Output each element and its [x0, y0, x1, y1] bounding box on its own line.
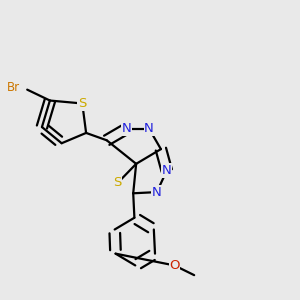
Text: S: S [113, 176, 122, 190]
Text: O: O [169, 259, 180, 272]
Text: S: S [78, 97, 86, 110]
Text: N: N [162, 164, 172, 177]
Text: N: N [122, 122, 131, 135]
Text: N: N [152, 186, 162, 199]
Text: N: N [144, 122, 154, 135]
Text: Br: Br [7, 81, 20, 94]
